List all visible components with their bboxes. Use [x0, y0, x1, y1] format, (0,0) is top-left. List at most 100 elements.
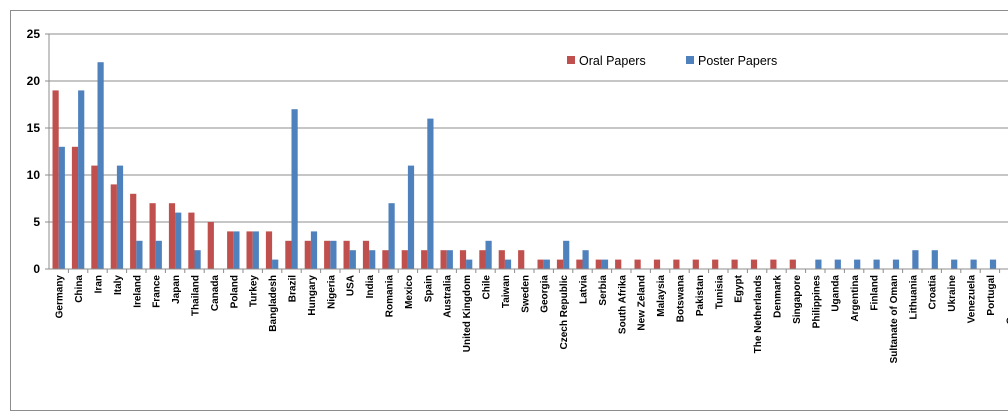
- bar-poster: [601, 259, 609, 269]
- bar-oral: [750, 259, 758, 269]
- bar-poster: [427, 118, 434, 269]
- bars: [52, 62, 997, 270]
- bar-poster: [951, 259, 958, 269]
- bar-oral: [421, 250, 428, 269]
- chart-frame: 0 5 10 15 20 25 Germany China Iran Italy Ireland F…: [10, 10, 1008, 411]
- bar-oral: [789, 259, 796, 269]
- bar-poster: [330, 240, 337, 269]
- legend-swatch-oral: [567, 56, 575, 64]
- x-tick-label: United Kingdom: [462, 275, 473, 352]
- bar-oral: [401, 250, 408, 269]
- bar-poster: [175, 212, 182, 269]
- bar-chart: 0 5 10 15 20 25 Germany China Iran Italy Ireland F…: [27, 27, 1008, 363]
- x-tick-label: Hungary: [307, 275, 318, 316]
- x-tick-label: Mexico: [404, 275, 415, 309]
- x-tick-label: South Afrika: [617, 275, 628, 335]
- x-tick-label: USA: [346, 275, 357, 296]
- bar-oral: [207, 222, 214, 269]
- bar-oral: [615, 259, 622, 269]
- x-tick-label: Uganda: [831, 275, 842, 312]
- x-tick-label: Bangladesh: [268, 275, 279, 332]
- bar-poster: [582, 250, 589, 269]
- bar-poster: [369, 250, 376, 269]
- bar-poster: [912, 250, 919, 269]
- bar-poster: [252, 231, 259, 269]
- bar-poster: [136, 240, 143, 269]
- x-tick-label: China: [74, 275, 85, 303]
- x-tick-label: Pakistan: [695, 275, 706, 316]
- bar-poster: [97, 62, 104, 270]
- bar-oral: [382, 250, 389, 269]
- bar-oral: [692, 259, 699, 269]
- x-tick-label: Canada: [210, 275, 221, 312]
- x-tick-label: Chile: [482, 275, 493, 300]
- x-tick-label: Egypt: [734, 274, 745, 302]
- bar-oral: [304, 240, 311, 269]
- bar-poster: [931, 250, 938, 269]
- y-tick-labels: 0 5 10 15 20 25: [27, 27, 41, 276]
- bar-oral: [479, 250, 486, 269]
- x-tick-label: Germany: [55, 275, 66, 319]
- legend-swatch-poster: [686, 56, 694, 64]
- x-tick-label: Nigeria: [326, 275, 337, 309]
- bar-poster: [291, 109, 298, 269]
- x-tick-label: Malaysia: [656, 275, 667, 317]
- legend: Oral Papers Poster Papers: [567, 54, 777, 68]
- bar-poster: [58, 146, 65, 269]
- x-tick-label: Brazil: [288, 275, 299, 302]
- bar-oral: [634, 259, 641, 269]
- bar-oral: [130, 193, 137, 269]
- x-tick-label: Latvia: [579, 275, 590, 304]
- x-tick-label: Czech Republic: [559, 275, 570, 350]
- bar-poster: [873, 259, 880, 269]
- bar-oral: [731, 259, 738, 269]
- bar-poster: [854, 259, 861, 269]
- bar-oral: [227, 231, 234, 269]
- bar-oral: [110, 184, 117, 269]
- gridlines: [49, 33, 1008, 223]
- y-tick-label: 10: [27, 168, 41, 182]
- x-tick-label: Japan: [171, 275, 182, 304]
- y-tick-label: 5: [33, 215, 40, 229]
- bar-poster: [155, 240, 162, 269]
- x-tick-label: Spain: [423, 275, 434, 302]
- x-tick-label: New Zeland: [637, 275, 648, 331]
- y-tick-label: 0: [33, 262, 40, 276]
- bar-poster: [446, 250, 453, 269]
- x-tick-label: Finland: [870, 275, 881, 311]
- bar-poster: [388, 203, 395, 269]
- x-tick-label: Poland: [229, 275, 240, 308]
- x-tick-label: Italy: [113, 275, 124, 295]
- legend-label: Oral Papers: [579, 54, 646, 68]
- bar-poster: [194, 250, 201, 269]
- x-tick-label: Ireland: [132, 275, 143, 308]
- x-tick-labels: Germany China Iran Italy Ireland France Japan T…: [55, 274, 1008, 363]
- x-tick-label: Portugal: [986, 275, 997, 316]
- bar-oral: [91, 165, 98, 269]
- bar-poster: [310, 231, 318, 269]
- bar-poster: [485, 240, 492, 269]
- x-tick-label: Tunisia: [714, 275, 725, 310]
- x-tick-label: Sweden: [520, 275, 531, 313]
- bar-poster: [407, 165, 415, 269]
- x-tick-label: Serbia: [598, 275, 609, 306]
- x-tick-label: The Netherlands: [753, 275, 764, 354]
- bar-poster: [349, 250, 356, 269]
- x-tick-label: Australia: [443, 275, 454, 318]
- bar-oral: [168, 203, 176, 269]
- bar-oral: [149, 203, 156, 269]
- x-tick-label: Cameroon: [1005, 275, 1008, 324]
- bar-oral: [362, 240, 370, 269]
- bar-oral: [576, 259, 583, 269]
- bar-oral: [265, 231, 273, 269]
- y-tick-label: 20: [27, 74, 41, 88]
- y-tick-label: 25: [27, 27, 41, 41]
- bar-poster: [116, 165, 124, 269]
- bar-oral: [343, 240, 350, 269]
- bar-oral: [71, 146, 79, 269]
- bar-poster: [989, 259, 997, 269]
- x-tick-label: Ukraine: [947, 275, 958, 312]
- x-tick-label: Thailand: [191, 275, 202, 316]
- bar-poster: [543, 259, 550, 269]
- bar-poster: [834, 259, 841, 269]
